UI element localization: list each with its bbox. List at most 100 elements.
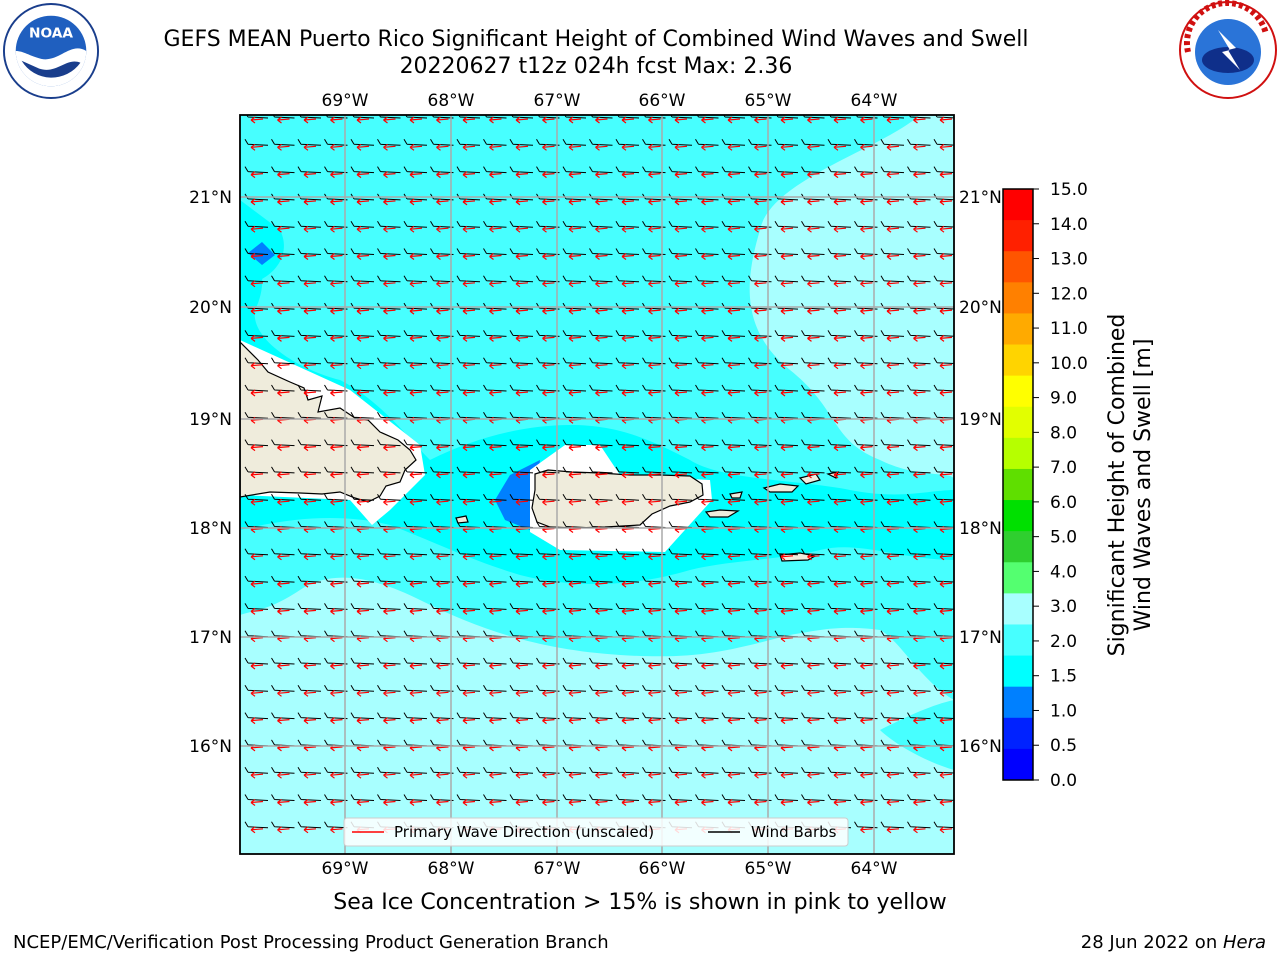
primary-wave-arrow: [303, 662, 317, 670]
wind-barb: [377, 220, 401, 228]
primary-wave-arrow: [860, 553, 873, 561]
wind-barb: [536, 166, 560, 174]
wind-barb: [536, 685, 560, 692]
primary-wave-arrow: [303, 253, 317, 260]
primary-wave-arrow: [515, 116, 529, 124]
primary-wave-arrow: [568, 580, 582, 588]
wind-barb: [350, 575, 375, 583]
primary-wave-arrow: [674, 198, 688, 206]
wind-barb: [297, 330, 322, 337]
primary-wave-arrow: [913, 225, 926, 233]
primary-wave-arrow: [833, 362, 847, 370]
primary-wave-arrow: [515, 471, 529, 479]
lon-labels-top: 69°W 68°W 67°W 66°W 65°W 64°W: [322, 91, 898, 111]
primary-wave-arrow: [648, 334, 661, 342]
wind-barb: [456, 166, 481, 174]
primary-wave-arrow: [886, 689, 900, 697]
primary-wave-arrow: [595, 171, 608, 179]
island-virgin-islands-2: [798, 473, 821, 485]
primary-wave-arrow: [409, 444, 423, 452]
primary-wave-arrow: [250, 334, 264, 342]
wind-barb: [403, 357, 428, 365]
primary-wave-arrow: [595, 498, 608, 506]
wind-barb: [695, 275, 719, 283]
primary-wave-arrow: [542, 799, 555, 806]
wind-barb: [350, 794, 375, 801]
primary-wave-arrow: [303, 799, 317, 806]
land-puerto-rico: [531, 469, 704, 529]
primary-wave-arrow: [515, 362, 529, 370]
lon-label: 65°W: [745, 91, 792, 111]
primary-wave-arrow: [727, 143, 741, 151]
wind-barb: [430, 657, 454, 665]
wind-barb: [589, 603, 613, 610]
wind-barb: [562, 439, 587, 447]
lat-label: 20°N: [959, 298, 1002, 318]
primary-wave-arrow: [913, 362, 926, 370]
primary-wave-arrow: [780, 389, 794, 397]
primary-wave-arrow: [489, 662, 502, 670]
primary-wave-arrow: [409, 717, 423, 725]
wind-barb: [668, 466, 693, 474]
wind-barb: [907, 439, 931, 447]
primary-wave-arrow: [462, 799, 476, 806]
primary-wave-arrow: [754, 389, 767, 397]
wind-barb: [721, 575, 746, 583]
primary-wave-arrow: [780, 307, 794, 315]
primary-wave-arrow: [515, 171, 529, 179]
wind-barb: [456, 685, 481, 692]
wind-barb: [377, 412, 401, 419]
primary-wave-arrow: [701, 444, 714, 452]
primary-wave-arrow: [542, 116, 555, 124]
primary-wave-arrow: [913, 389, 926, 397]
primary-wave-arrow: [436, 307, 449, 315]
wind-barb: [827, 466, 852, 474]
wind-barb: [721, 493, 746, 501]
primary-wave-arrow: [648, 771, 661, 779]
primary-wave-arrow: [383, 607, 396, 615]
wind-barb: [377, 712, 401, 720]
footer-date: 28 Jun 2022 on Hera: [1081, 932, 1266, 953]
primary-wave-arrow: [356, 444, 370, 452]
primary-wave-arrow: [277, 389, 290, 397]
primary-wave-arrow: [489, 389, 502, 397]
primary-wave-arrow: [886, 253, 900, 260]
primary-wave-arrow: [860, 362, 873, 370]
colorbar-swatch: [1003, 717, 1033, 750]
wind-barb: [297, 493, 322, 501]
primary-wave-arrow: [648, 553, 661, 561]
primary-wave-arrow: [886, 171, 900, 179]
primary-wave-arrow: [886, 198, 900, 206]
wind-barb: [272, 115, 295, 119]
wind-barb: [827, 766, 852, 774]
wind-barb: [244, 412, 269, 419]
wind-barb: [589, 330, 613, 337]
wind-barb: [801, 766, 825, 774]
primary-wave-arrow: [727, 607, 741, 615]
wind-barb: [271, 357, 295, 365]
wind-barb: [668, 548, 693, 556]
primary-wave-arrow: [330, 662, 343, 670]
primary-wave-arrow: [727, 253, 741, 260]
primary-wave-arrow: [807, 444, 820, 452]
wind-barb: [483, 657, 507, 665]
primary-wave-arrow: [780, 444, 794, 452]
wind-barb: [908, 115, 931, 119]
wind-barb: [801, 794, 825, 801]
primary-wave-arrow: [833, 717, 847, 725]
map-frame: [239, 114, 955, 855]
primary-wave-arrow: [648, 143, 661, 151]
wind-barb: [907, 412, 931, 419]
primary-wave-arrow: [860, 389, 873, 397]
wind-barb: [350, 766, 375, 774]
colorbar-frame: [1002, 188, 1034, 781]
wind-barb: [536, 275, 560, 283]
primary-wave-arrow: [939, 826, 953, 834]
wind-barb: [405, 115, 428, 119]
wind-barb: [668, 766, 693, 774]
primary-wave-arrow: [860, 771, 873, 779]
primary-wave-arrow: [780, 689, 794, 697]
primary-wave-arrow: [542, 580, 555, 588]
wind-barb: [562, 548, 587, 556]
primary-wave-arrow: [913, 334, 926, 342]
